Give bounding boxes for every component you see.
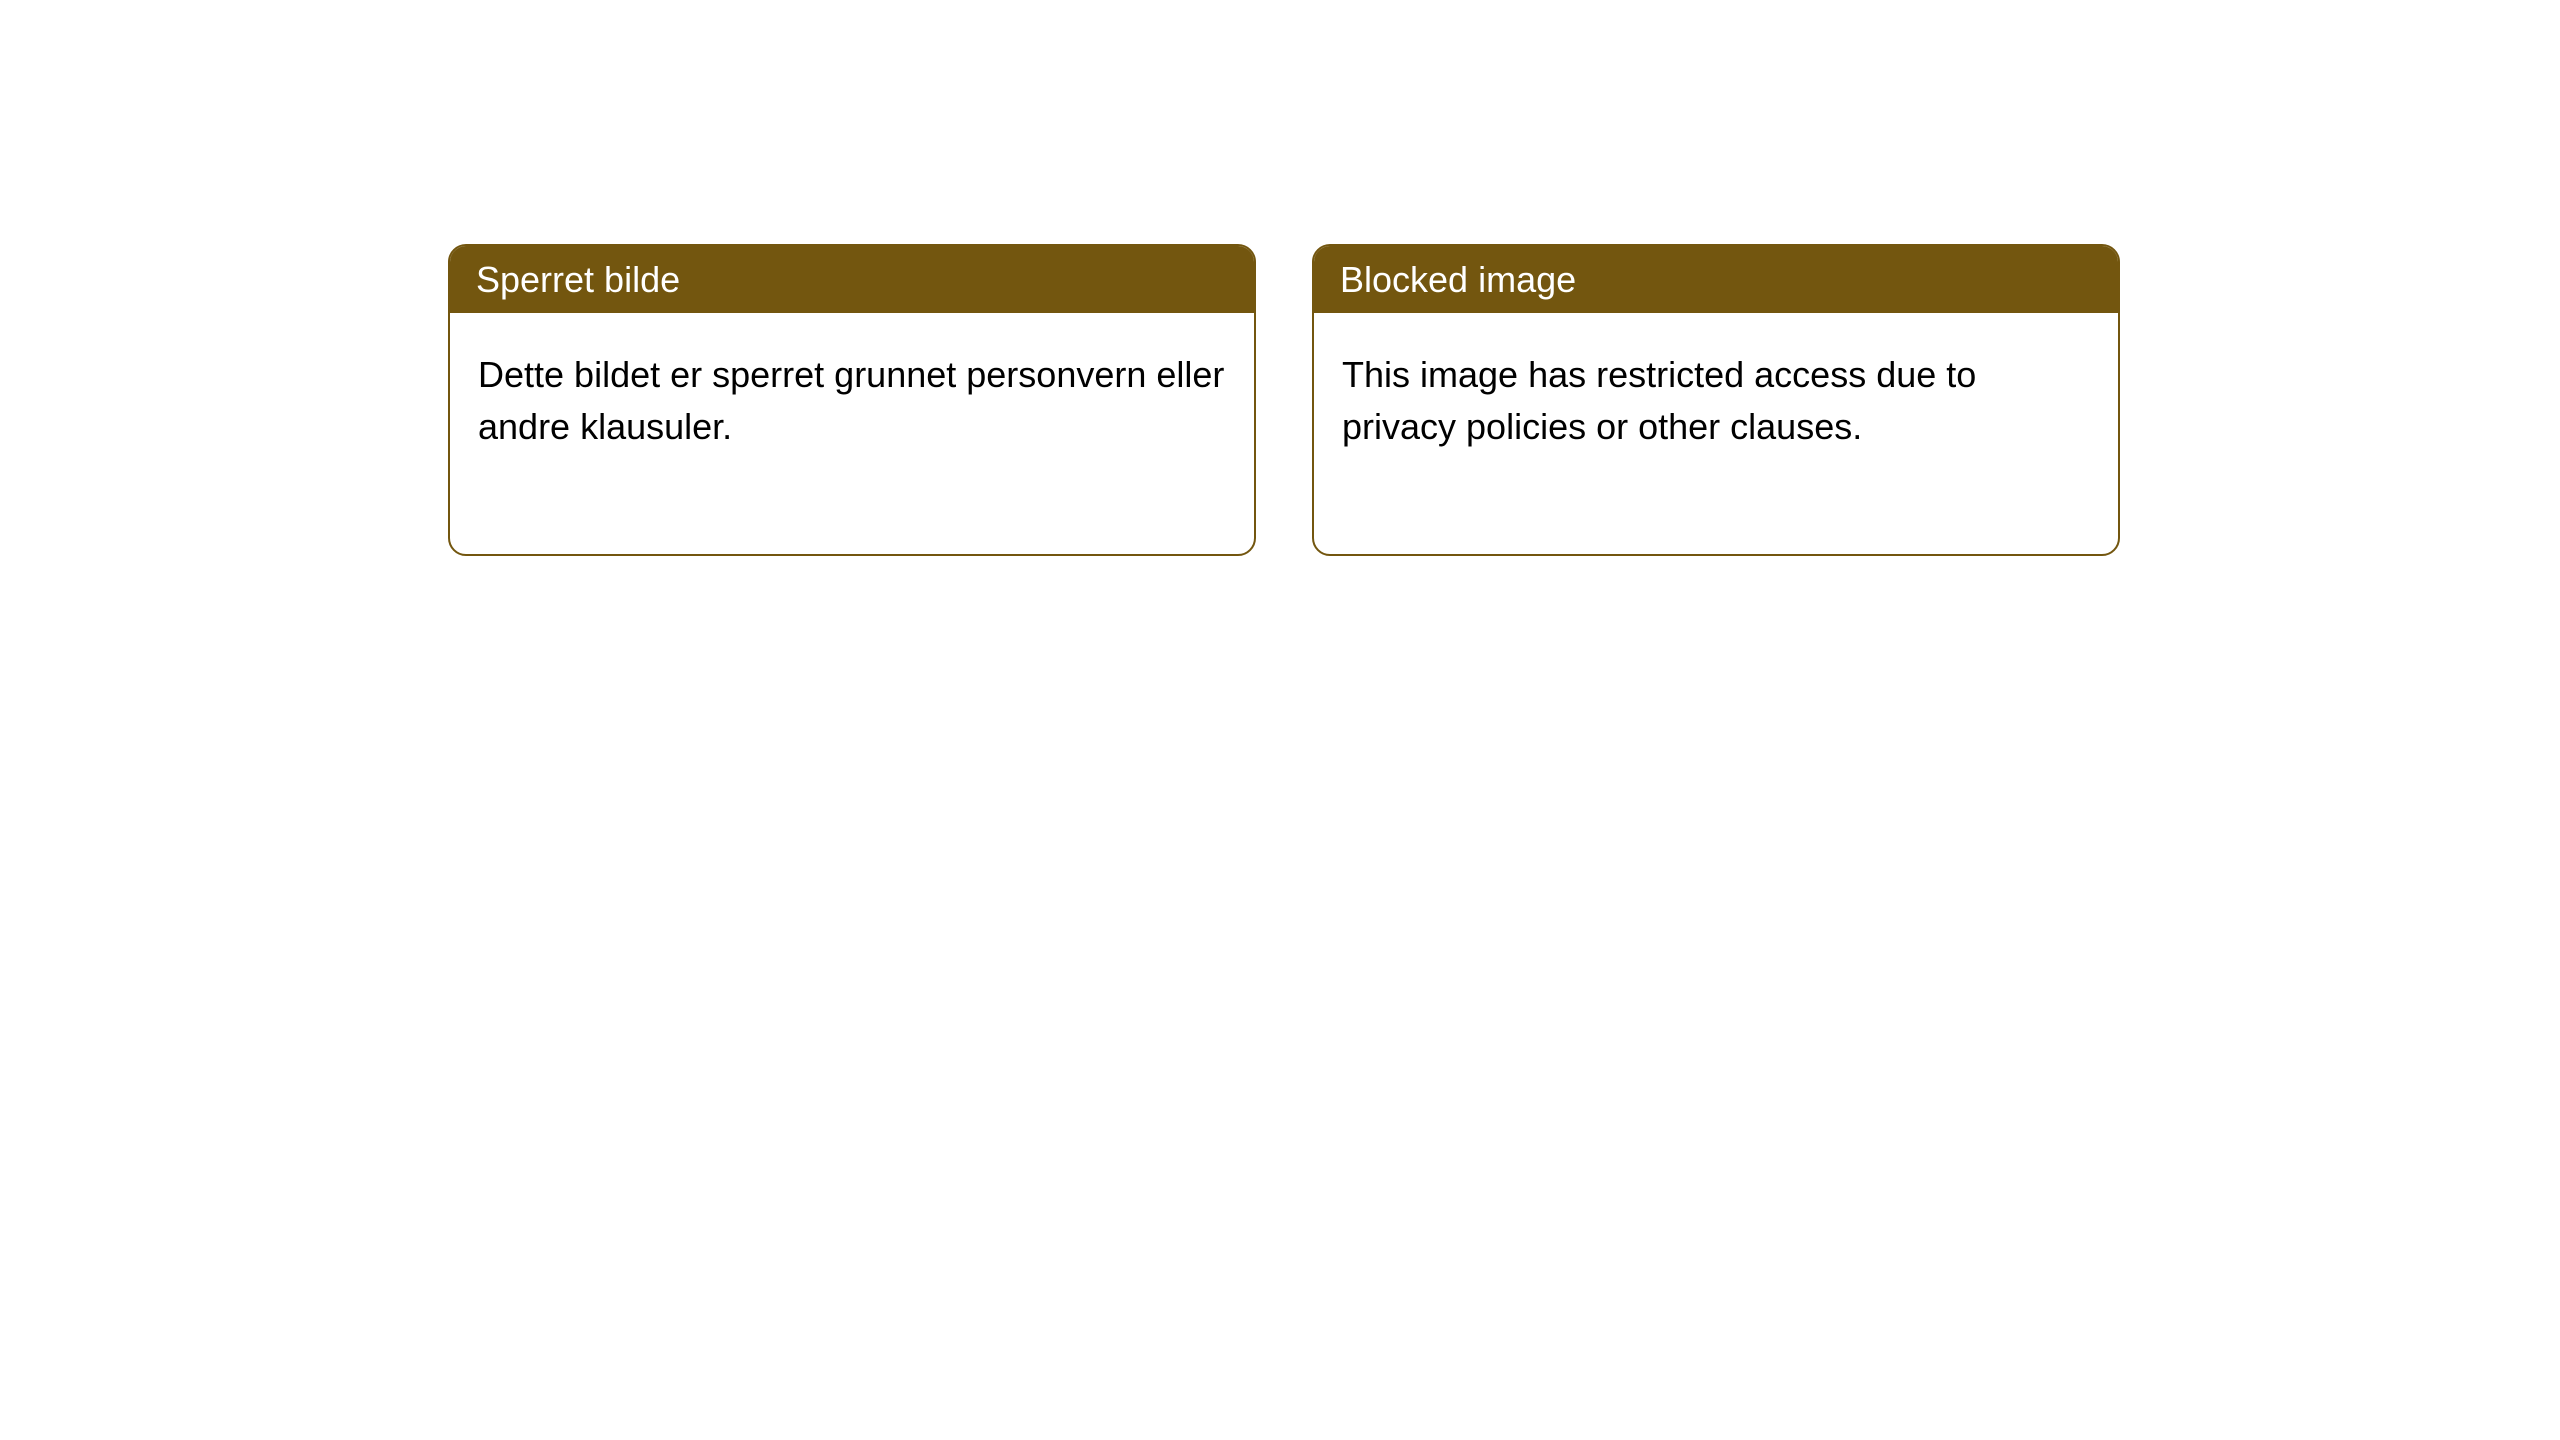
card-header-en: Blocked image — [1314, 246, 2118, 313]
card-body-no: Dette bildet er sperret grunnet personve… — [450, 313, 1254, 553]
card-header-no: Sperret bilde — [450, 246, 1254, 313]
blocked-image-card-en: Blocked image This image has restricted … — [1312, 244, 2120, 556]
blocked-image-card-no: Sperret bilde Dette bildet er sperret gr… — [448, 244, 1256, 556]
card-body-en: This image has restricted access due to … — [1314, 313, 2118, 553]
notice-container: Sperret bilde Dette bildet er sperret gr… — [0, 0, 2560, 556]
